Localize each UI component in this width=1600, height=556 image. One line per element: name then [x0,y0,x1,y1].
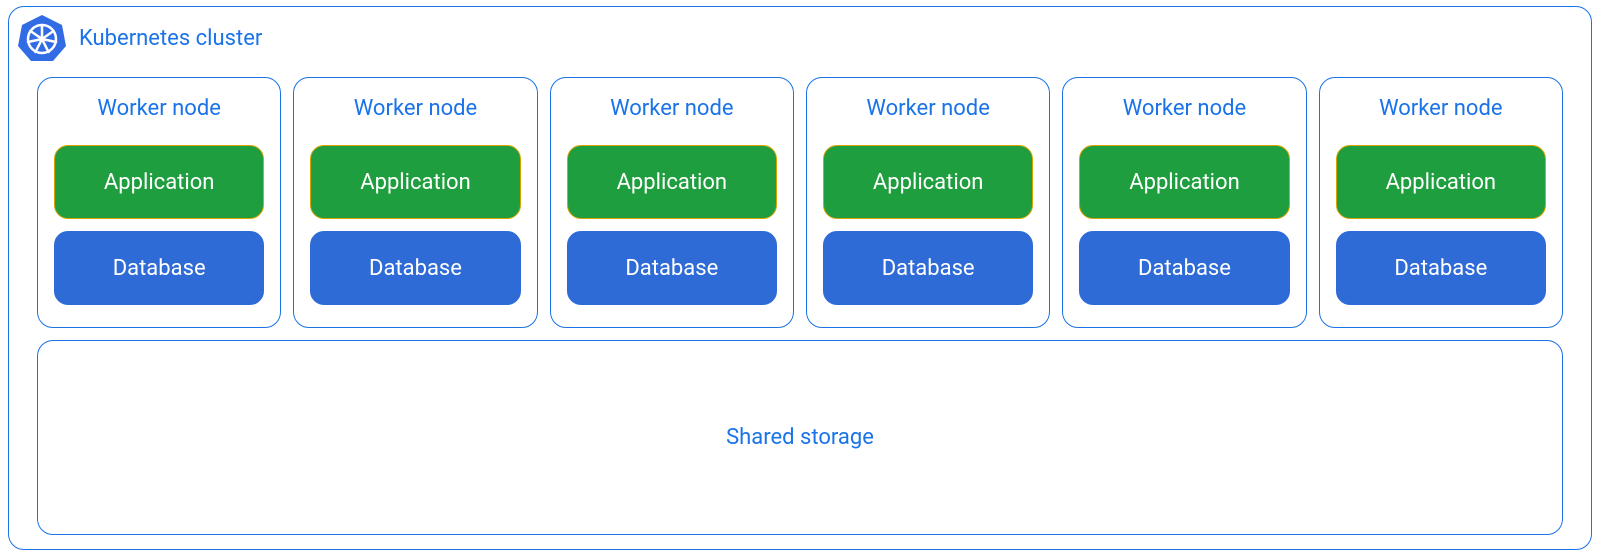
shared-storage-label: Shared storage [726,425,874,450]
shared-storage-box: Shared storage [37,340,1563,535]
application-pod: Application [823,145,1033,219]
worker-node-title: Worker node [866,96,989,121]
application-pod: Application [1336,145,1546,219]
database-pod: Database [567,231,777,305]
worker-node: Worker node Application Database [37,77,281,328]
worker-node-title: Worker node [1123,96,1246,121]
database-pod: Database [1079,231,1289,305]
worker-node: Worker node Application Database [806,77,1050,328]
kubernetes-cluster-box: Kubernetes cluster Worker node Applicatio… [8,6,1592,550]
database-pod: Database [54,231,264,305]
kubernetes-icon [17,13,67,63]
worker-node: Worker node Application Database [293,77,537,328]
application-pod: Application [54,145,264,219]
worker-node-title: Worker node [97,96,220,121]
worker-node-title: Worker node [1379,96,1502,121]
database-pod: Database [310,231,520,305]
cluster-header: Kubernetes cluster [17,13,1543,63]
worker-node-title: Worker node [610,96,733,121]
application-pod: Application [310,145,520,219]
cluster-title: Kubernetes cluster [79,26,262,51]
worker-node: Worker node Application Database [550,77,794,328]
application-pod: Application [567,145,777,219]
worker-node: Worker node Application Database [1062,77,1306,328]
database-pod: Database [1336,231,1546,305]
application-pod: Application [1079,145,1289,219]
database-pod: Database [823,231,1033,305]
worker-node: Worker node Application Database [1319,77,1563,328]
worker-nodes-row: Worker nodeApplicationDatabaseWorker nod… [37,77,1563,328]
worker-node-title: Worker node [354,96,477,121]
